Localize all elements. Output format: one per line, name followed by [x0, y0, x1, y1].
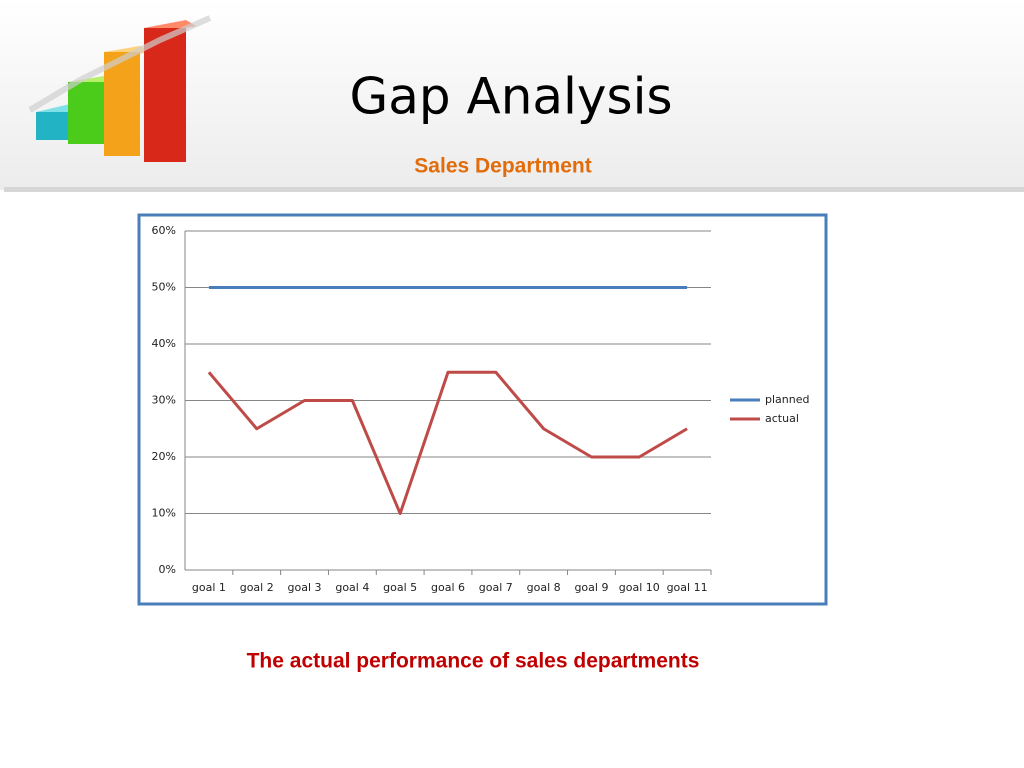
y-tick-label: 10% — [152, 507, 176, 520]
x-tick-label: goal 8 — [527, 581, 561, 594]
x-tick-label: goal 7 — [479, 581, 513, 594]
caption: The actual performance of sales departme… — [247, 650, 700, 673]
x-tick-label: goal 10 — [619, 581, 660, 594]
x-tick-label: goal 5 — [383, 581, 417, 594]
y-tick-label: 50% — [152, 281, 176, 294]
slide-subtitle: Sales Department — [414, 155, 591, 178]
legend-label: planned — [765, 393, 809, 406]
chart-frame — [137, 213, 828, 606]
y-tick-label: 60% — [152, 224, 176, 237]
bar-icon — [28, 15, 212, 162]
y-tick-label: 20% — [152, 450, 176, 463]
slide-title: Gap Analysis — [349, 68, 672, 126]
x-tick-label: goal 4 — [335, 581, 369, 594]
x-tick-label: goal 6 — [431, 581, 465, 594]
x-tick-label: goal 3 — [288, 581, 322, 594]
x-tick-label: goal 11 — [667, 581, 708, 594]
y-tick-label: 0% — [159, 563, 176, 576]
y-tick-label: 40% — [152, 337, 176, 350]
legend-label: actual — [765, 412, 799, 425]
y-tick-label: 30% — [152, 394, 176, 407]
x-tick-label: goal 9 — [574, 581, 608, 594]
x-tick-label: goal 1 — [192, 581, 226, 594]
header-rule — [4, 187, 1024, 192]
x-tick-label: goal 2 — [240, 581, 274, 594]
series-line — [207, 370, 688, 515]
